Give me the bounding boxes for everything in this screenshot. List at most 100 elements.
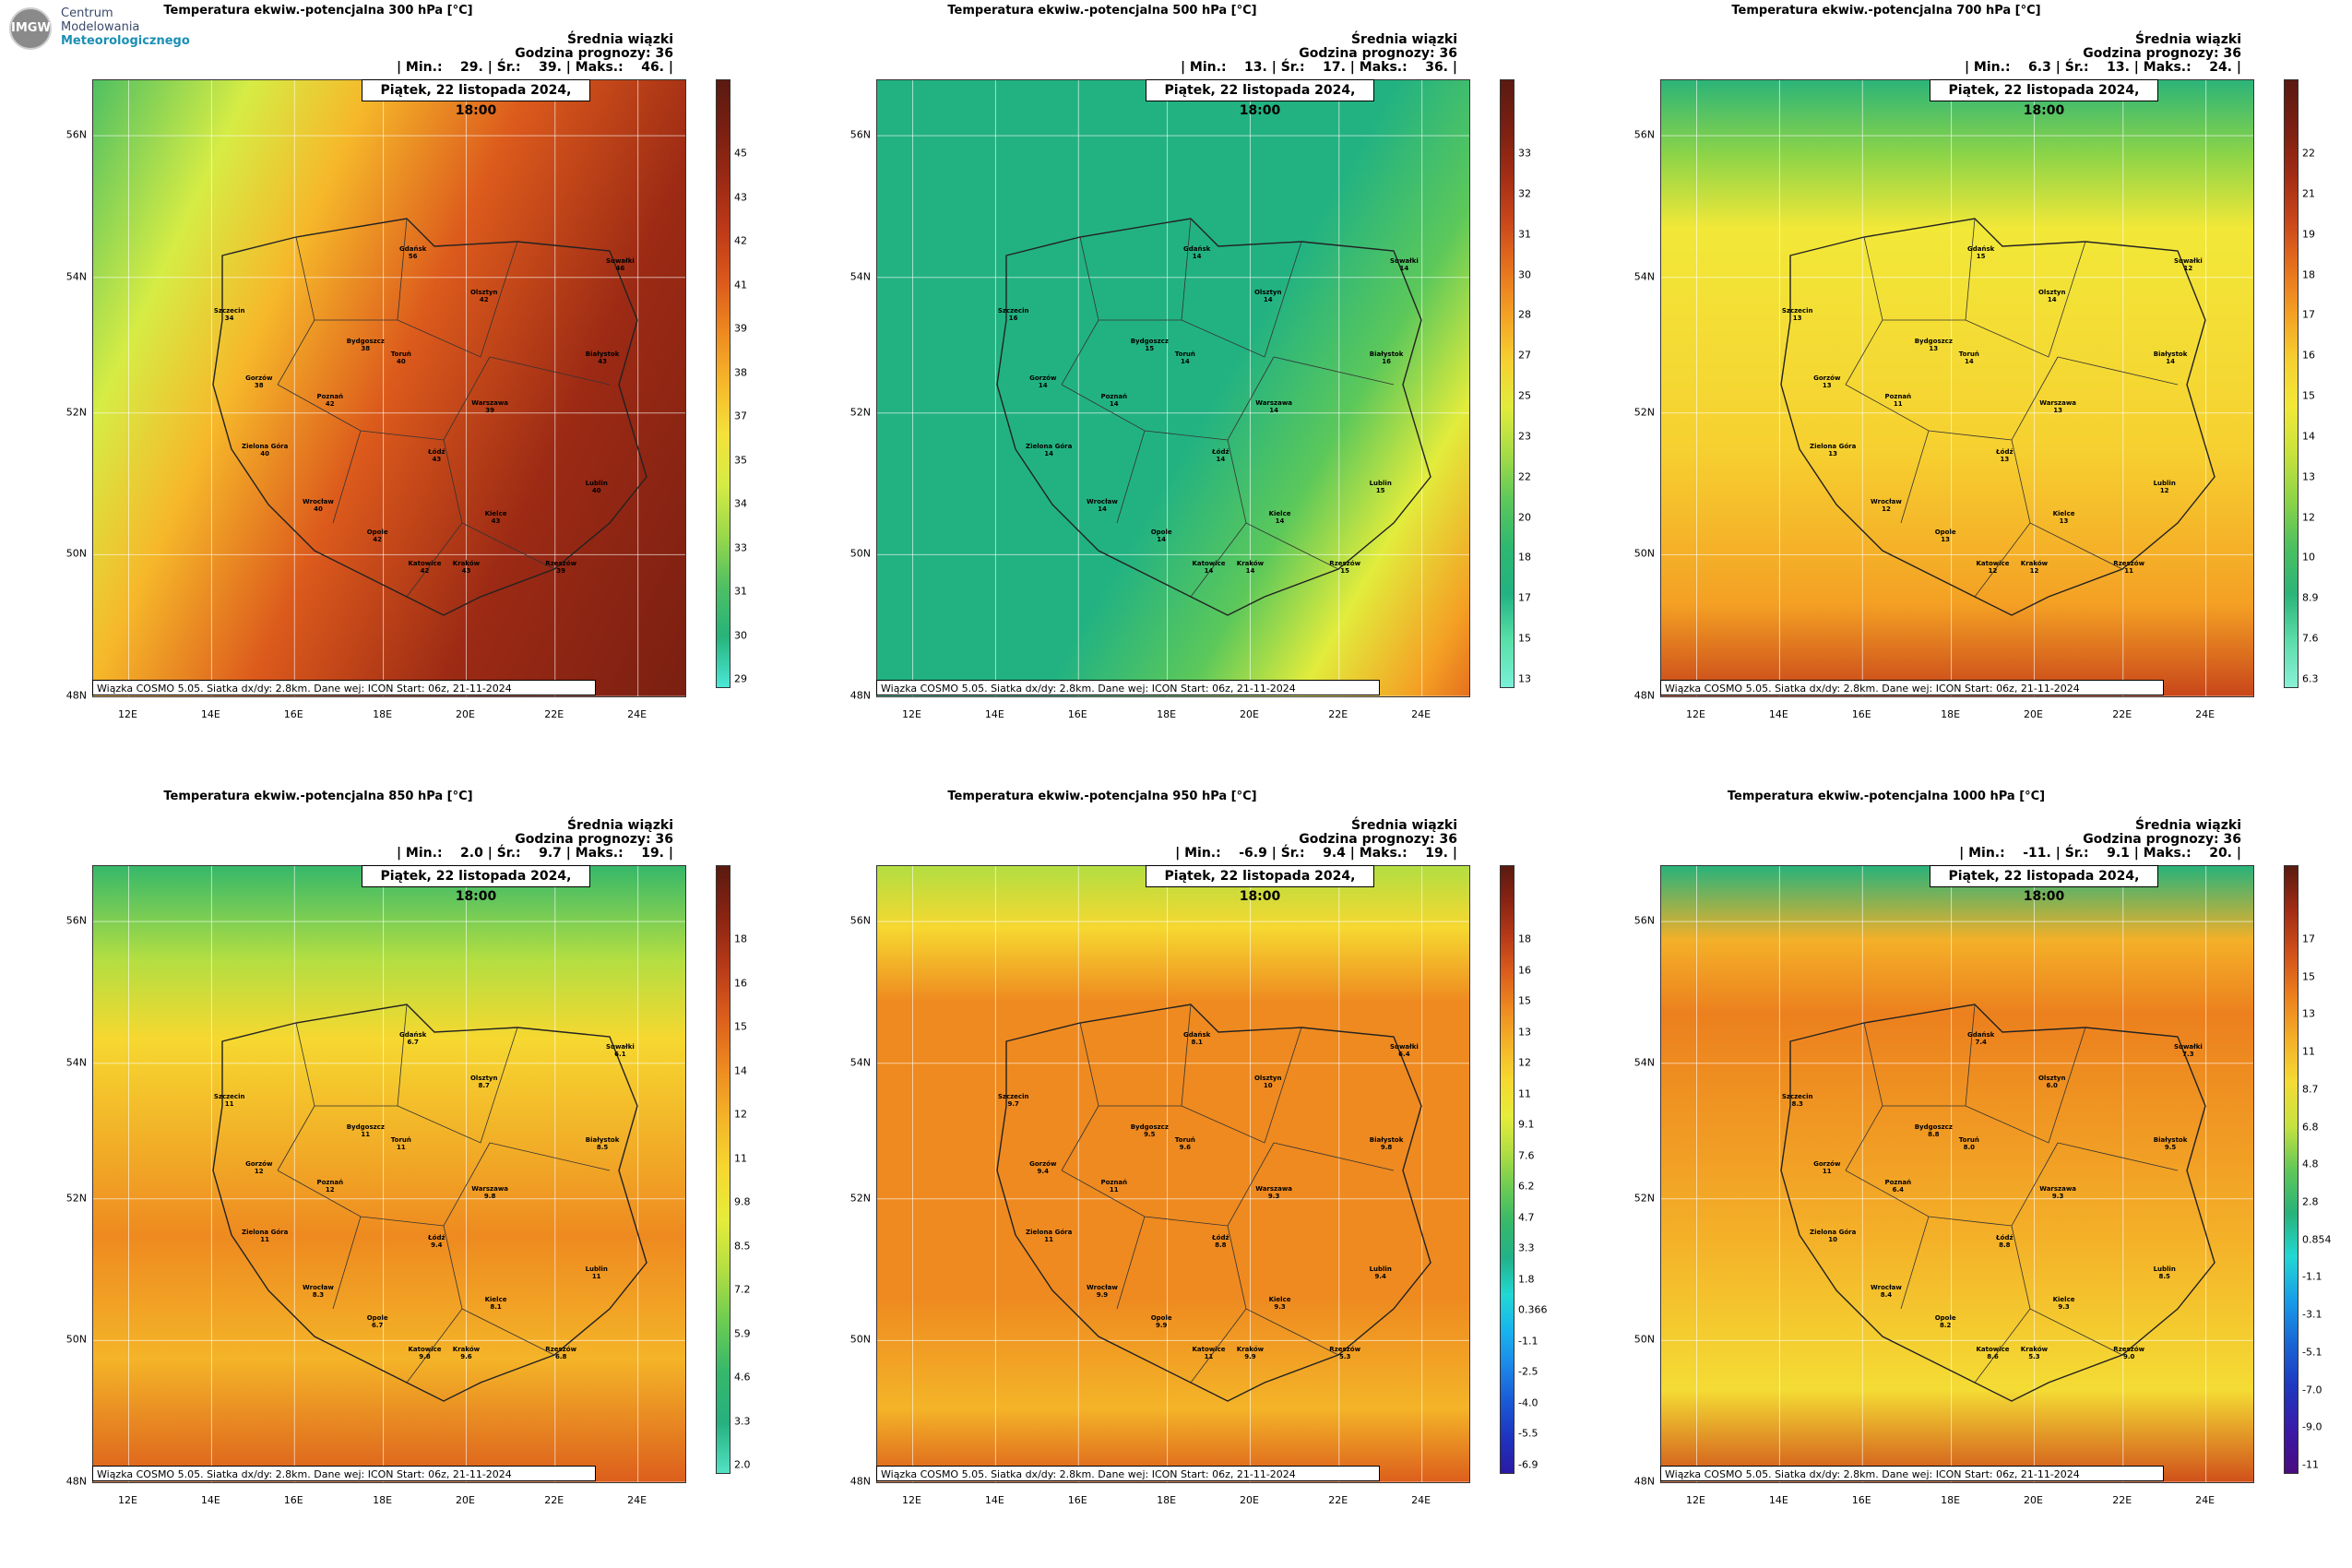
- logo-text: Centrum Modelowania Meteorologicznego: [61, 6, 190, 48]
- colorbar-tick-label: -1.1: [1518, 1335, 1538, 1348]
- colorbar-tick-label: 13: [2302, 470, 2315, 483]
- longitude-label: 12E: [902, 708, 921, 720]
- city-name: Warszawa: [471, 1185, 509, 1194]
- city-value: 6.0: [2046, 1081, 2058, 1089]
- city-label: Opole 6.7: [367, 1314, 388, 1329]
- city-value: 42: [325, 400, 335, 409]
- colorbar-tick-label: -5.5: [1518, 1427, 1538, 1440]
- city-name: Wrocław: [303, 497, 334, 505]
- latitude-label: 56N: [1633, 914, 1655, 927]
- colorbar-tick-label: -5.1: [2302, 1346, 2322, 1359]
- city-label: Toruń 14: [1175, 350, 1195, 365]
- panel-title: Temperatura ekwiw.-potencjalna 1000 hPa …: [1727, 790, 2046, 803]
- colorbar-ticks: 18 16 15 13 12 11 9.1 7.6 6.2 4.7 3.3 1.8 0.366 -1.1 -…: [1518, 865, 1564, 1474]
- latitude-label: 50N: [65, 547, 87, 560]
- city-label: Lublin 12: [2154, 480, 2176, 494]
- city-label: Gdańsk 14: [1183, 245, 1210, 260]
- colorbar-tick-label: 16: [2302, 349, 2315, 362]
- city-value: 8.6: [1987, 1352, 1999, 1360]
- city-name: Poznań: [1884, 393, 1912, 401]
- city-label: Kraków 12: [2021, 560, 2048, 575]
- longitude-label: 18E: [1941, 1494, 1961, 1506]
- city-label: Wrocław 12: [1871, 498, 1902, 513]
- ensemble-info: Średnia wiązki Godzina prognozy: 36 | Min.…: [1181, 33, 1457, 75]
- colorbar-tick-label: -1.1: [2302, 1270, 2322, 1283]
- city-value: 14: [1098, 505, 1107, 513]
- city-name: Gorzów: [1029, 374, 1057, 383]
- city-label: Bydgoszcz 38: [347, 338, 385, 352]
- city-value: 13: [1828, 449, 1838, 457]
- colorbar-tick-label: 17: [2302, 308, 2315, 321]
- colorbar-tick-label: 7.2: [734, 1283, 751, 1296]
- colorbar-tick-label: 12: [2302, 511, 2315, 524]
- model-footer: Wiązka COSMO 5.05. Siatka dx/dy: 2.8km. …: [1660, 1466, 2164, 1481]
- city-name: Wrocław: [1871, 497, 1902, 505]
- colorbar-tick-label: 22: [2302, 147, 2315, 160]
- latitude-label: 56N: [1633, 128, 1655, 141]
- longitude-label: 22E: [544, 1494, 564, 1506]
- longitude-label: 22E: [544, 708, 564, 720]
- colorbar-tick-label: 31: [734, 585, 747, 598]
- voivodeship-borders: [1061, 218, 1395, 598]
- city-value: 46: [615, 265, 625, 273]
- city-name: Zielona Góra: [1810, 1228, 1857, 1236]
- city-name: Białystok: [585, 350, 620, 358]
- city-value: 14: [1204, 566, 1214, 575]
- city-value: 42: [420, 566, 430, 575]
- colorbar-tick-label: 11: [1518, 1087, 1531, 1100]
- city-name: Suwałki: [2173, 1043, 2203, 1051]
- colorbar-tick-label: 13: [1518, 672, 1531, 685]
- city-value: 9.3: [2051, 1193, 2064, 1201]
- city-label: Wrocław 14: [1087, 498, 1118, 513]
- city-value: 9.9: [1096, 1290, 1109, 1299]
- city-value: 9.0: [2122, 1352, 2135, 1360]
- city-label: Warszawa 9.3: [2039, 1185, 2076, 1200]
- city-label: Rzeszów 11: [2113, 560, 2144, 575]
- city-value: 43: [432, 456, 442, 464]
- city-name: Zielona Góra: [242, 442, 289, 450]
- city-name: Gorzów: [1813, 1160, 1841, 1169]
- colorbar-ticks: 18 16 15 14 12 11 9.8 8.5 7.2 5.9 4.6 3.3 2.0: [734, 865, 780, 1474]
- city-name: Kielce: [484, 1296, 507, 1304]
- graticule: [1661, 80, 2253, 696]
- latitude-label: 54N: [65, 270, 87, 283]
- longitude-label: 12E: [118, 1494, 137, 1506]
- colorbar-ticks: 17 15 13 11 8.7 6.8 4.8 2.8 0.854 -1.1 -3.1 -5.1 -7.…: [2302, 865, 2348, 1474]
- city-label: Kielce 9.3: [1269, 1296, 1291, 1311]
- city-value: 14: [1964, 357, 1974, 365]
- city-name: Gdańsk: [399, 245, 427, 254]
- valid-date: Piątek, 22 listopada 2024, 18:00: [1930, 865, 2158, 904]
- colorbar-tick-label: 33: [734, 541, 747, 553]
- colorbar-tick-label: 33: [1518, 147, 1531, 160]
- city-label: Opole 13: [1935, 529, 1956, 543]
- city-label: Gdańsk 8.1: [1183, 1031, 1210, 1046]
- city-label: Warszawa 9.3: [1255, 1185, 1292, 1200]
- colorbar-tick-label: 4.8: [2302, 1158, 2319, 1170]
- longitude-label: 22E: [1328, 1494, 1348, 1506]
- colorbar-tick-label: 4.7: [1518, 1211, 1535, 1224]
- mean-label: Średnia wiązki: [1350, 32, 1457, 47]
- colorbar-tick-label: 28: [1518, 308, 1531, 321]
- stats-line: | Min.: -6.9 | Śr.: 9.4 | Maks.: 19. |: [1175, 846, 1457, 861]
- colorbar-tick-label: 8.9: [2302, 591, 2319, 604]
- city-label: Suwałki 46: [606, 257, 635, 272]
- city-value: 6.1: [614, 1051, 626, 1059]
- forecast-hour: Godzina prognozy: 36: [2083, 46, 2241, 61]
- latitude-label: 56N: [65, 914, 87, 927]
- city-name: Wrocław: [1871, 1283, 1902, 1291]
- city-label: Olsztyn 10: [1254, 1075, 1281, 1089]
- city-name: Gdańsk: [1967, 1031, 1995, 1039]
- city-name: Gdańsk: [1183, 245, 1211, 254]
- city-label: Szczecin 8.3: [1782, 1093, 1813, 1108]
- colorbar-tick-label: 11: [2302, 1045, 2315, 1058]
- city-name: Białystok: [1369, 350, 1404, 358]
- colorbar-tick-label: 22: [1518, 470, 1531, 483]
- city-label: Katowice 12: [1976, 560, 2009, 575]
- city-value: 9.4: [431, 1241, 443, 1250]
- city-name: Łódź: [428, 448, 445, 457]
- map-area: Gdańsk 8.1 Suwałki 6.4 Olsztyn 10 Szczecin 9.7 B…: [876, 865, 1470, 1483]
- city-value: 9.3: [1267, 1193, 1280, 1201]
- city-value: 39: [485, 407, 494, 415]
- colorbar-tick-label: -9.0: [2302, 1420, 2322, 1433]
- city-name: Gdańsk: [399, 1031, 427, 1039]
